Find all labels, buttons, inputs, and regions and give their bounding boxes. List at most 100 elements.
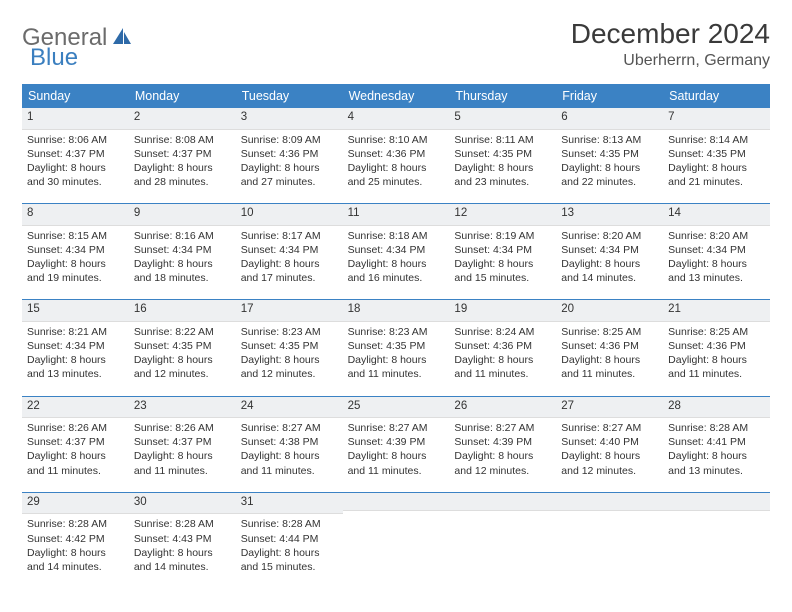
- dayhead-mon: Monday: [129, 84, 236, 108]
- daylight-text: Daylight: 8 hours and 21 minutes.: [668, 161, 765, 189]
- day-body: Sunrise: 8:17 AMSunset: 4:34 PMDaylight:…: [236, 226, 343, 290]
- daylight-text: Daylight: 8 hours and 12 minutes.: [134, 353, 231, 381]
- sunset-text: Sunset: 4:34 PM: [348, 243, 445, 257]
- daylight-text: Daylight: 8 hours and 16 minutes.: [348, 257, 445, 285]
- day-number: [449, 493, 556, 511]
- daylight-text: Daylight: 8 hours and 23 minutes.: [454, 161, 551, 189]
- day-body: Sunrise: 8:23 AMSunset: 4:35 PMDaylight:…: [343, 322, 450, 386]
- day-number: 30: [129, 493, 236, 515]
- calendar-week: 29Sunrise: 8:28 AMSunset: 4:42 PMDayligh…: [22, 492, 770, 578]
- calendar-week: 15Sunrise: 8:21 AMSunset: 4:34 PMDayligh…: [22, 299, 770, 385]
- calendar-day: [556, 493, 663, 578]
- location-label: Uberherrn, Germany: [571, 52, 770, 70]
- sunset-text: Sunset: 4:34 PM: [27, 243, 124, 257]
- day-number: 31: [236, 493, 343, 515]
- sunset-text: Sunset: 4:36 PM: [348, 147, 445, 161]
- calendar-day: 24Sunrise: 8:27 AMSunset: 4:38 PMDayligh…: [236, 397, 343, 482]
- day-number: 26: [449, 397, 556, 419]
- calendar-day: 20Sunrise: 8:25 AMSunset: 4:36 PMDayligh…: [556, 300, 663, 385]
- daylight-text: Daylight: 8 hours and 25 minutes.: [348, 161, 445, 189]
- day-number: 18: [343, 300, 450, 322]
- sunrise-text: Sunrise: 8:08 AM: [134, 133, 231, 147]
- calendar-day: 16Sunrise: 8:22 AMSunset: 4:35 PMDayligh…: [129, 300, 236, 385]
- sunrise-text: Sunrise: 8:23 AM: [348, 325, 445, 339]
- daylight-text: Daylight: 8 hours and 11 minutes.: [27, 449, 124, 477]
- day-number: 19: [449, 300, 556, 322]
- day-body: Sunrise: 8:18 AMSunset: 4:34 PMDaylight:…: [343, 226, 450, 290]
- day-number: 15: [22, 300, 129, 322]
- sunset-text: Sunset: 4:34 PM: [241, 243, 338, 257]
- calendar-day: 13Sunrise: 8:20 AMSunset: 4:34 PMDayligh…: [556, 204, 663, 289]
- sunrise-text: Sunrise: 8:26 AM: [27, 421, 124, 435]
- sunrise-text: Sunrise: 8:27 AM: [348, 421, 445, 435]
- sunset-text: Sunset: 4:41 PM: [668, 435, 765, 449]
- calendar-day: 29Sunrise: 8:28 AMSunset: 4:42 PMDayligh…: [22, 493, 129, 578]
- sunrise-text: Sunrise: 8:28 AM: [668, 421, 765, 435]
- sunrise-text: Sunrise: 8:23 AM: [241, 325, 338, 339]
- day-body: Sunrise: 8:26 AMSunset: 4:37 PMDaylight:…: [129, 418, 236, 482]
- daylight-text: Daylight: 8 hours and 11 minutes.: [561, 353, 658, 381]
- sunset-text: Sunset: 4:34 PM: [454, 243, 551, 257]
- calendar-day: 11Sunrise: 8:18 AMSunset: 4:34 PMDayligh…: [343, 204, 450, 289]
- sunset-text: Sunset: 4:38 PM: [241, 435, 338, 449]
- daylight-text: Daylight: 8 hours and 17 minutes.: [241, 257, 338, 285]
- day-number: 2: [129, 108, 236, 130]
- day-body: Sunrise: 8:28 AMSunset: 4:44 PMDaylight:…: [236, 514, 343, 578]
- calendar-day: 19Sunrise: 8:24 AMSunset: 4:36 PMDayligh…: [449, 300, 556, 385]
- sunrise-text: Sunrise: 8:20 AM: [561, 229, 658, 243]
- header: General December 2024 Uberherrn, Germany: [22, 18, 770, 70]
- calendar-day: 15Sunrise: 8:21 AMSunset: 4:34 PMDayligh…: [22, 300, 129, 385]
- sunset-text: Sunset: 4:34 PM: [134, 243, 231, 257]
- day-body: Sunrise: 8:21 AMSunset: 4:34 PMDaylight:…: [22, 322, 129, 386]
- day-number: 10: [236, 204, 343, 226]
- calendar-day: 8Sunrise: 8:15 AMSunset: 4:34 PMDaylight…: [22, 204, 129, 289]
- calendar-day: 4Sunrise: 8:10 AMSunset: 4:36 PMDaylight…: [343, 108, 450, 193]
- daylight-text: Daylight: 8 hours and 14 minutes.: [27, 546, 124, 574]
- title-block: December 2024 Uberherrn, Germany: [571, 18, 770, 70]
- sunset-text: Sunset: 4:36 PM: [241, 147, 338, 161]
- sunrise-text: Sunrise: 8:10 AM: [348, 133, 445, 147]
- calendar-day: 7Sunrise: 8:14 AMSunset: 4:35 PMDaylight…: [663, 108, 770, 193]
- calendar-day: 28Sunrise: 8:28 AMSunset: 4:41 PMDayligh…: [663, 397, 770, 482]
- calendar-day: 21Sunrise: 8:25 AMSunset: 4:36 PMDayligh…: [663, 300, 770, 385]
- daylight-text: Daylight: 8 hours and 15 minutes.: [241, 546, 338, 574]
- daylight-text: Daylight: 8 hours and 28 minutes.: [134, 161, 231, 189]
- day-body: Sunrise: 8:27 AMSunset: 4:38 PMDaylight:…: [236, 418, 343, 482]
- sunrise-text: Sunrise: 8:25 AM: [561, 325, 658, 339]
- sunrise-text: Sunrise: 8:15 AM: [27, 229, 124, 243]
- day-body: Sunrise: 8:08 AMSunset: 4:37 PMDaylight:…: [129, 130, 236, 194]
- daylight-text: Daylight: 8 hours and 18 minutes.: [134, 257, 231, 285]
- day-number: 6: [556, 108, 663, 130]
- dayhead-fri: Friday: [556, 84, 663, 108]
- calendar-day: 18Sunrise: 8:23 AMSunset: 4:35 PMDayligh…: [343, 300, 450, 385]
- calendar-day: [663, 493, 770, 578]
- day-number: 12: [449, 204, 556, 226]
- calendar-week: 22Sunrise: 8:26 AMSunset: 4:37 PMDayligh…: [22, 396, 770, 482]
- daylight-text: Daylight: 8 hours and 11 minutes.: [134, 449, 231, 477]
- calendar-day: 31Sunrise: 8:28 AMSunset: 4:44 PMDayligh…: [236, 493, 343, 578]
- day-body: Sunrise: 8:27 AMSunset: 4:39 PMDaylight:…: [343, 418, 450, 482]
- day-body: Sunrise: 8:14 AMSunset: 4:35 PMDaylight:…: [663, 130, 770, 194]
- daylight-text: Daylight: 8 hours and 14 minutes.: [561, 257, 658, 285]
- day-number: 24: [236, 397, 343, 419]
- sunset-text: Sunset: 4:37 PM: [27, 147, 124, 161]
- daylight-text: Daylight: 8 hours and 14 minutes.: [134, 546, 231, 574]
- sunset-text: Sunset: 4:34 PM: [668, 243, 765, 257]
- daylight-text: Daylight: 8 hours and 12 minutes.: [454, 449, 551, 477]
- day-number: 8: [22, 204, 129, 226]
- day-number: 20: [556, 300, 663, 322]
- calendar-header-row: Sunday Monday Tuesday Wednesday Thursday…: [22, 84, 770, 108]
- calendar-day: 14Sunrise: 8:20 AMSunset: 4:34 PMDayligh…: [663, 204, 770, 289]
- day-number: 9: [129, 204, 236, 226]
- sunrise-text: Sunrise: 8:28 AM: [134, 517, 231, 531]
- day-number: [556, 493, 663, 511]
- sunset-text: Sunset: 4:35 PM: [348, 339, 445, 353]
- day-body: Sunrise: 8:22 AMSunset: 4:35 PMDaylight:…: [129, 322, 236, 386]
- sunset-text: Sunset: 4:39 PM: [454, 435, 551, 449]
- day-body: Sunrise: 8:24 AMSunset: 4:36 PMDaylight:…: [449, 322, 556, 386]
- daylight-text: Daylight: 8 hours and 13 minutes.: [668, 257, 765, 285]
- sunrise-text: Sunrise: 8:11 AM: [454, 133, 551, 147]
- sunrise-text: Sunrise: 8:28 AM: [241, 517, 338, 531]
- sunset-text: Sunset: 4:37 PM: [134, 147, 231, 161]
- calendar-day: 2Sunrise: 8:08 AMSunset: 4:37 PMDaylight…: [129, 108, 236, 193]
